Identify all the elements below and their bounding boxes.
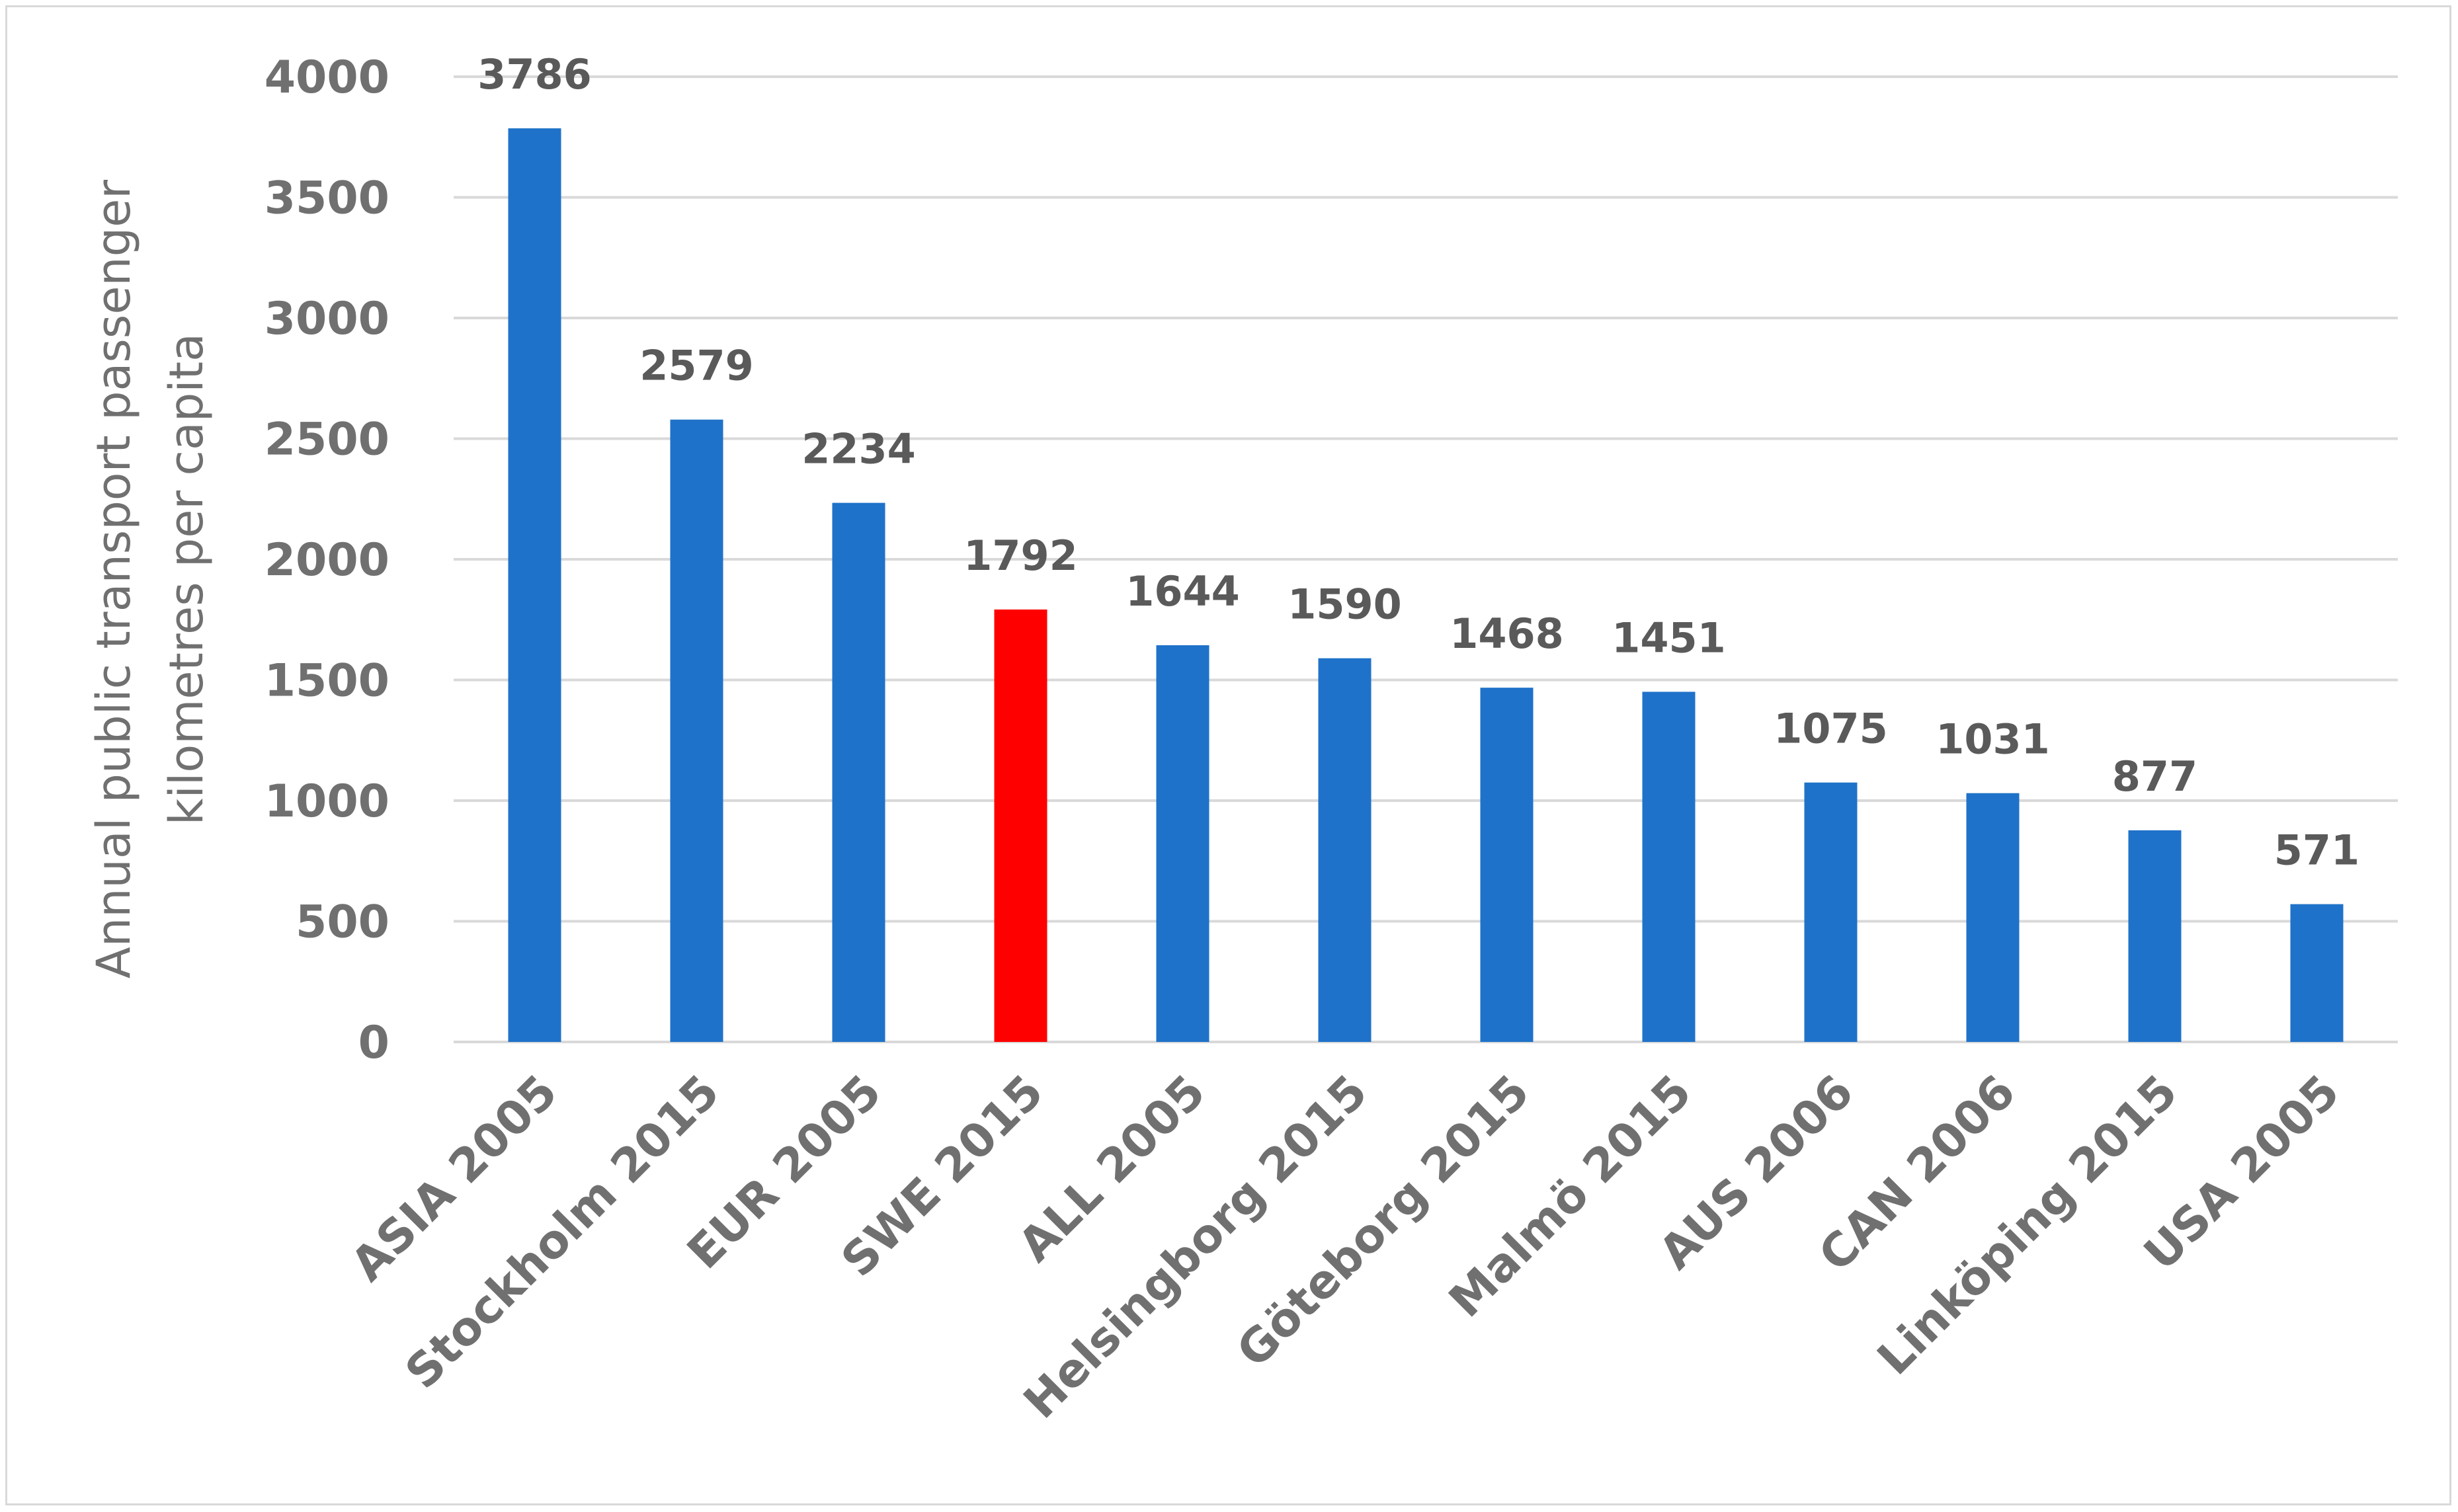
bar: [1804, 782, 1858, 1042]
category-label: Linköping 2015: [1867, 1064, 2188, 1385]
y-tick-label: 3000: [265, 293, 389, 345]
bars: [508, 128, 2344, 1043]
y-tick-label: 2000: [265, 534, 389, 586]
data-label: 877: [2112, 752, 2197, 801]
data-label: 2234: [801, 425, 916, 473]
y-axis-ticks: 0 500 1000 1500 2000 2500 3000 3500 4000: [265, 52, 389, 1069]
y-axis-title-line: Annual public transport passenger: [87, 180, 141, 978]
bar: [1318, 658, 1372, 1042]
data-label: 1075: [1774, 705, 1888, 753]
data-label: 1792: [963, 532, 1078, 580]
y-axis-title: Annual public transport passenger kilomet…: [87, 180, 214, 978]
data-labels: 3786 2579 2234 1792 1644 1590 1468 1451 1075 1031…: [477, 50, 2359, 874]
y-axis-title-line: kilometres per capita: [159, 333, 214, 825]
bar-highlighted: [994, 609, 1047, 1042]
y-tick-label: 4000: [265, 52, 389, 104]
y-tick-label: 500: [296, 896, 389, 949]
data-label: 1451: [1612, 614, 1726, 662]
y-tick-label: 3500: [265, 173, 389, 225]
bar: [832, 502, 885, 1042]
bar: [2128, 830, 2182, 1042]
gridlines: [454, 75, 2398, 1043]
category-label: Stockholm 2015: [395, 1064, 729, 1399]
data-label: 2579: [639, 342, 754, 390]
y-tick-label: 1500: [265, 655, 389, 707]
y-tick-label: 1000: [265, 776, 389, 828]
bar: [1480, 688, 1534, 1042]
bar: [1966, 793, 2020, 1042]
category-label: Göteborg 2015: [1226, 1064, 1539, 1378]
data-label: 1644: [1126, 567, 1240, 616]
y-tick-label: 2500: [265, 414, 389, 466]
data-label: 571: [2274, 826, 2359, 875]
bar: [508, 128, 561, 1043]
data-label: 3786: [477, 50, 592, 99]
data-label: 1468: [1450, 610, 1564, 658]
chart-frame: 0 500 1000 1500 2000 2500 3000 3500 4000 3786 257…: [5, 5, 2451, 1505]
bar: [2290, 904, 2344, 1042]
bar-chart: 0 500 1000 1500 2000 2500 3000 3500 4000 3786 257…: [87, 50, 2398, 1429]
bar: [1642, 692, 1696, 1042]
bar: [670, 419, 723, 1042]
data-label: 1031: [1936, 715, 2050, 764]
y-tick-label: 0: [358, 1017, 389, 1069]
data-label: 1590: [1288, 580, 1402, 629]
bar: [1156, 645, 1209, 1042]
